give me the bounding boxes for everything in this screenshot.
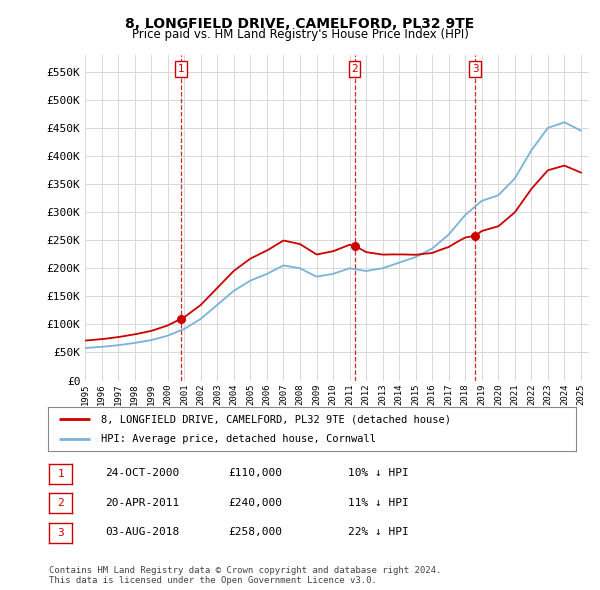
Text: 10% ↓ HPI: 10% ↓ HPI	[348, 468, 409, 478]
Text: 3: 3	[472, 64, 478, 74]
Text: 8, LONGFIELD DRIVE, CAMELFORD, PL32 9TE (detached house): 8, LONGFIELD DRIVE, CAMELFORD, PL32 9TE …	[101, 414, 451, 424]
Text: 24-OCT-2000: 24-OCT-2000	[105, 468, 179, 478]
Text: HPI: Average price, detached house, Cornwall: HPI: Average price, detached house, Corn…	[101, 434, 376, 444]
Text: £110,000: £110,000	[228, 468, 282, 478]
Text: 1: 1	[57, 469, 64, 478]
Text: 03-AUG-2018: 03-AUG-2018	[105, 527, 179, 537]
Text: 11% ↓ HPI: 11% ↓ HPI	[348, 498, 409, 507]
Text: £258,000: £258,000	[228, 527, 282, 537]
Text: 20-APR-2011: 20-APR-2011	[105, 498, 179, 507]
Text: 2: 2	[351, 64, 358, 74]
Text: 8, LONGFIELD DRIVE, CAMELFORD, PL32 9TE: 8, LONGFIELD DRIVE, CAMELFORD, PL32 9TE	[125, 17, 475, 31]
Text: 22% ↓ HPI: 22% ↓ HPI	[348, 527, 409, 537]
Text: Price paid vs. HM Land Registry's House Price Index (HPI): Price paid vs. HM Land Registry's House …	[131, 28, 469, 41]
Text: £240,000: £240,000	[228, 498, 282, 507]
Text: 3: 3	[57, 528, 64, 537]
Text: 2: 2	[57, 499, 64, 508]
Text: 1: 1	[178, 64, 184, 74]
Text: Contains HM Land Registry data © Crown copyright and database right 2024.
This d: Contains HM Land Registry data © Crown c…	[49, 566, 442, 585]
